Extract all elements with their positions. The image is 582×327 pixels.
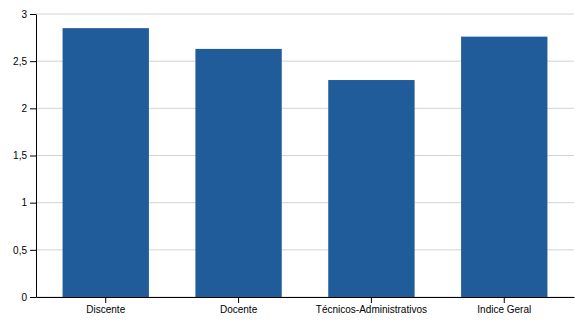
y-tick-mark (30, 297, 36, 298)
y-tick-label: 3 (21, 9, 27, 20)
y-tick-label: 1 (21, 197, 27, 208)
y-tick-mark (30, 14, 36, 15)
bar (63, 28, 149, 297)
x-tick: Técnicos-Administrativos (316, 297, 427, 315)
y-tick: 3 (21, 9, 36, 20)
y-axis-line (36, 15, 37, 298)
y-tick-mark (30, 108, 36, 109)
x-tick-mark (371, 297, 372, 303)
y-tick-mark (30, 156, 36, 157)
x-axis-line (37, 297, 575, 298)
y-tick: 2,5 (13, 56, 36, 67)
y-tick-mark (30, 61, 36, 62)
bar (195, 49, 281, 297)
x-tick-mark (504, 297, 505, 303)
y-tick-mark (30, 250, 36, 251)
grid-line (36, 14, 574, 15)
y-tick: 1 (21, 197, 36, 208)
y-axis: 0 0,5 1 1,5 2 2,5 3 (13, 9, 36, 303)
x-tick-label: Docente (220, 304, 258, 315)
x-tick: Discente (86, 297, 125, 315)
x-tick-mark (105, 297, 106, 303)
grid (36, 14, 574, 297)
y-tick-mark (30, 203, 36, 204)
y-tick-label: 1,5 (13, 150, 27, 161)
y-tick-label: 2 (21, 103, 27, 114)
y-tick: 0 (21, 292, 36, 303)
x-tick-mark (238, 297, 239, 303)
x-axis: Discente Docente Técnicos-Administrativos I… (37, 297, 575, 315)
y-tick-label: 0 (21, 292, 27, 303)
plot: 0 0,5 1 1,5 2 2,5 3 Discente Docente Técnicos-Adm… (13, 9, 574, 315)
y-tick: 2 (21, 103, 36, 114)
y-tick: 0,5 (13, 245, 36, 256)
y-tick: 1,5 (13, 150, 36, 161)
x-tick: Docente (220, 297, 258, 315)
bar (328, 80, 414, 297)
x-tick: Indice Geral (477, 297, 531, 315)
y-tick-label: 2,5 (13, 56, 27, 67)
x-tick-label: Indice Geral (477, 304, 531, 315)
y-tick-label: 0,5 (13, 245, 27, 256)
x-tick-label: Técnicos-Administrativos (316, 304, 427, 315)
x-tick-label: Discente (86, 304, 125, 315)
bar (461, 37, 547, 297)
bars (63, 28, 548, 297)
chart: 0 0,5 1 1,5 2 2,5 3 Discente Docente Técnicos-Adm… (0, 0, 582, 327)
